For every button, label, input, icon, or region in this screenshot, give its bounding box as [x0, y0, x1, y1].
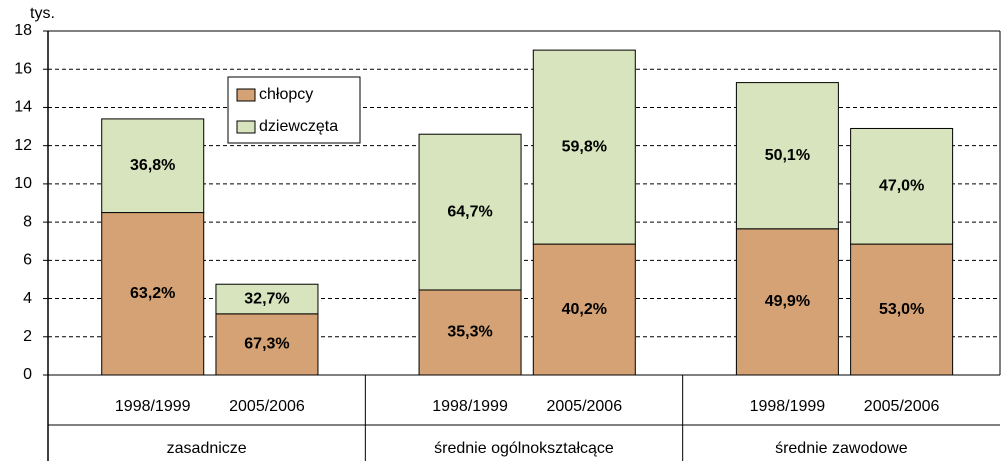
legend-label: chłopcy [259, 86, 313, 103]
percent-label: 47,0% [879, 177, 924, 194]
percent-label: 59,8% [562, 138, 607, 155]
bar-segment [735, 228, 839, 376]
y-tick-label: 16 [14, 60, 32, 77]
y-tick-label: 6 [23, 252, 32, 269]
y-tick-label: 14 [14, 99, 32, 116]
y-tick-label: 2 [23, 328, 32, 345]
group-label: średnie ogólnokształcące [434, 440, 614, 457]
percent-label: 36,8% [130, 157, 175, 174]
percent-label: 50,1% [765, 147, 810, 164]
bar-segment [532, 49, 636, 245]
y-tick-label: 0 [23, 366, 32, 383]
bar-segment [215, 313, 319, 376]
bar-segment [101, 212, 205, 376]
x-tick-label: 2005/2006 [864, 398, 940, 415]
percent-label: 32,7% [244, 290, 289, 307]
percent-label: 35,3% [447, 324, 492, 341]
y-tick-label: 4 [23, 290, 32, 307]
y-axis-unit: tys. [30, 5, 55, 22]
y-tick-label: 18 [14, 22, 32, 39]
bar-segment [735, 82, 839, 230]
bar-segment [101, 118, 205, 214]
bar-segment [850, 127, 954, 245]
legend-swatch [236, 120, 256, 134]
bar-segment [418, 133, 522, 291]
percent-label: 53,0% [879, 301, 924, 318]
x-tick-label: 2005/2006 [546, 398, 622, 415]
x-tick-label: 1998/1999 [750, 398, 826, 415]
bar-segment [532, 243, 636, 376]
y-tick-label: 10 [14, 175, 32, 192]
bar-segment [850, 243, 954, 376]
x-tick-label: 1998/1999 [115, 398, 191, 415]
y-tick-label: 12 [14, 137, 32, 154]
percent-label: 40,2% [562, 301, 607, 318]
x-tick-label: 1998/1999 [432, 398, 508, 415]
group-label: zasadnicze [167, 440, 247, 457]
percent-label: 49,9% [765, 293, 810, 310]
legend-label: dziewczęta [259, 118, 338, 135]
group-label: średnie zawodowe [775, 440, 908, 457]
percent-label: 67,3% [244, 336, 289, 353]
y-tick-label: 8 [23, 213, 32, 230]
percent-label: 63,2% [130, 285, 175, 302]
x-tick-label: 2005/2006 [229, 398, 305, 415]
bar-segment [215, 283, 319, 315]
legend-swatch [236, 88, 256, 102]
percent-label: 64,7% [447, 203, 492, 220]
